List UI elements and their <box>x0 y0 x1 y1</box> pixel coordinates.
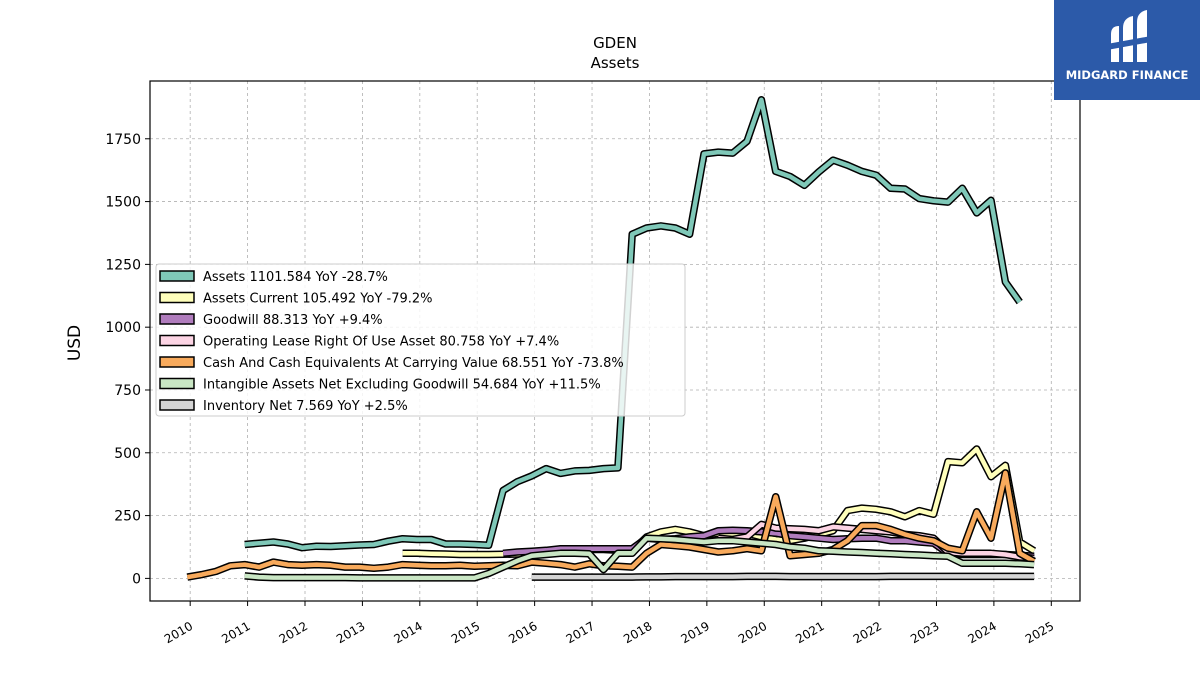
legend-entry: Goodwill 88.313 YoY +9.4% <box>203 313 383 328</box>
x-tick-label: 2024 <box>966 619 999 646</box>
series-line-intangible-assets-net-excluding-goodwill <box>244 535 1035 581</box>
legend-entry: Assets 1101.584 YoY -28.7% <box>203 270 388 285</box>
legend-swatch <box>159 356 195 368</box>
x-tick-label: 2012 <box>277 619 310 646</box>
legend-swatch <box>159 270 195 282</box>
x-tick-label: 2017 <box>564 619 597 646</box>
legend-swatch <box>159 334 195 347</box>
plot-frame <box>149 80 1081 602</box>
series-line-inventory-net <box>531 574 1035 580</box>
x-tick-label: 2022 <box>851 619 884 646</box>
y-axis: 0 250 500 750 1000 1250 1500 1750 <box>105 132 150 587</box>
y-tick-label: 1500 <box>105 195 141 211</box>
legend-swatch <box>159 377 195 390</box>
legend-entry: Intangible Assets Net Excluding Goodwill… <box>203 378 601 393</box>
legend-entry: Assets Current 105.492 YoY -79.2% <box>203 292 433 307</box>
legend-swatch <box>159 313 195 325</box>
midgard-logo-icon <box>1107 10 1151 62</box>
legend-entry: Inventory Net 7.569 YoY +2.5% <box>203 399 408 414</box>
x-tick-label: 2021 <box>793 619 826 646</box>
x-tick-label: 2010 <box>162 619 195 646</box>
x-tick-label: 2014 <box>391 619 424 646</box>
legend-entry: Operating Lease Right Of Use Asset 80.75… <box>203 335 559 350</box>
chart-subtitle: Assets <box>591 54 640 72</box>
x-tick-label: 2018 <box>621 619 654 646</box>
x-axis: 2010 2011 2012 2013 2014 2015 2016 2017 2018 2019… <box>162 601 1056 646</box>
legend-entry: Cash And Cash Equivalents At Carrying Va… <box>203 356 624 371</box>
y-tick-label: 1250 <box>105 257 141 273</box>
x-tick-label: 2023 <box>908 619 941 646</box>
series-layer <box>186 96 1037 582</box>
y-axis-label: USD <box>65 325 85 361</box>
x-tick-label: 2013 <box>334 619 367 646</box>
y-tick-label: 250 <box>114 509 141 525</box>
legend: Assets 1101.584 YoY -28.7% Assets Current… <box>155 263 686 417</box>
x-tick-label: 2025 <box>1023 619 1056 646</box>
x-tick-label: 2019 <box>679 619 712 646</box>
series-line-assets <box>244 97 1022 550</box>
brand-name: MIDGARD FINANCE <box>1065 68 1189 82</box>
legend-swatch <box>159 291 195 304</box>
legend-swatch <box>159 399 195 411</box>
y-tick-label: 1000 <box>105 320 141 336</box>
y-tick-label: 0 <box>132 571 141 587</box>
chart-title: GDEN <box>593 34 637 52</box>
x-tick-label: 2016 <box>506 619 539 646</box>
y-tick-label: 1750 <box>105 132 141 148</box>
y-tick-label: 750 <box>114 383 141 399</box>
y-tick-label: 500 <box>114 446 141 462</box>
legend-box <box>155 263 686 417</box>
x-tick-label: 2020 <box>736 619 769 646</box>
x-tick-label: 2011 <box>219 619 252 646</box>
x-tick-label: 2015 <box>449 619 482 646</box>
